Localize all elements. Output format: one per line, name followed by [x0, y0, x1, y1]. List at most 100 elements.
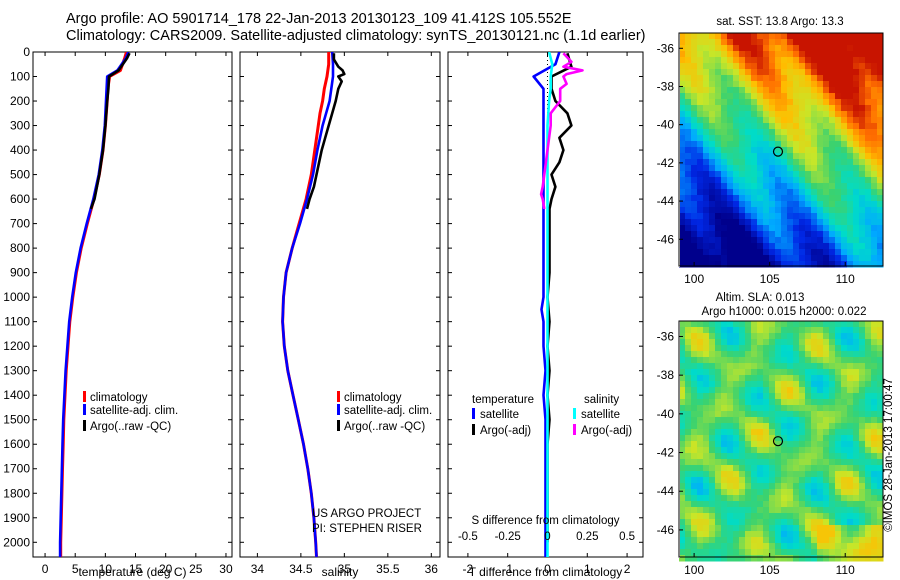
map-cell: [871, 87, 878, 94]
y-tick-label: 1000: [3, 290, 30, 304]
map-cell: [769, 345, 776, 352]
map-cell: [871, 207, 878, 214]
map-cell: [877, 255, 884, 262]
map-cell: [811, 543, 818, 550]
map-cell: [775, 99, 782, 106]
map-cell: [763, 435, 770, 442]
map-cell: [715, 255, 722, 262]
map-cell: [799, 33, 806, 40]
map-cell: [709, 399, 716, 406]
map-cell: [685, 519, 692, 526]
map-cell: [745, 471, 752, 478]
map-cell: [799, 507, 806, 514]
map-cell: [829, 405, 836, 412]
map-cell: [727, 405, 734, 412]
map-cell: [841, 543, 848, 550]
map-cell: [781, 507, 788, 514]
map-cell: [775, 459, 782, 466]
map-cell: [715, 171, 722, 178]
map-cell: [811, 477, 818, 484]
map-cell: [775, 165, 782, 172]
map-cell: [805, 237, 812, 244]
map-cell: [787, 243, 794, 250]
x-axis-label: salinity: [322, 565, 359, 579]
map-cell: [721, 111, 728, 118]
map-cell: [787, 483, 794, 490]
map-cell: [685, 471, 692, 478]
map-cell: [703, 237, 710, 244]
map-cell: [769, 249, 776, 256]
map-cell: [829, 363, 836, 370]
map-cell: [691, 531, 698, 538]
map-cell: [823, 417, 830, 424]
map-cell: [859, 81, 866, 88]
map-cell: [793, 399, 800, 406]
map-cell: [685, 495, 692, 502]
map-cell: [709, 429, 716, 436]
map-cell: [823, 93, 830, 100]
map-cell: [697, 399, 704, 406]
map-cell: [877, 363, 884, 370]
panel-frame: [32, 51, 233, 558]
map-cell: [859, 477, 866, 484]
map-cell: [685, 369, 692, 376]
map-cell: [793, 369, 800, 376]
map-cell: [811, 81, 818, 88]
map-cell: [715, 387, 722, 394]
map-cell: [739, 381, 746, 388]
map-cell: [829, 81, 836, 88]
annotation-pi: PI: STEPHEN RISER: [312, 523, 422, 535]
map-cell: [853, 57, 860, 64]
map-cell: [685, 57, 692, 64]
map-cell: [877, 225, 884, 232]
map-cell: [763, 393, 770, 400]
map-cell: [679, 255, 686, 262]
map-cell: [715, 447, 722, 454]
map-cell: [853, 363, 860, 370]
map-cell: [877, 69, 884, 76]
map-cell: [799, 243, 806, 250]
map-cell: [841, 171, 848, 178]
map-cell: [859, 207, 866, 214]
map-cell: [871, 411, 878, 418]
map-cell: [703, 177, 710, 184]
map-cell: [793, 447, 800, 454]
map-cell: [703, 465, 710, 472]
map-cell: [775, 465, 782, 472]
map-cell: [835, 501, 842, 508]
map-cell: [859, 237, 866, 244]
map-cell: [781, 225, 788, 232]
map-cell: [829, 369, 836, 376]
map-cell: [733, 99, 740, 106]
map-cell: [793, 411, 800, 418]
map-cell: [877, 135, 884, 142]
map-cell: [871, 39, 878, 46]
map-cell: [799, 237, 806, 244]
map-cell: [877, 351, 884, 358]
map-cell: [787, 123, 794, 130]
map-cell: [847, 555, 854, 562]
map-cell: [823, 57, 830, 64]
map-cell: [721, 489, 728, 496]
map-cell: [859, 549, 866, 556]
map-cell: [751, 387, 758, 394]
map-cell: [847, 225, 854, 232]
map-cell: [745, 255, 752, 262]
map-cell: [823, 483, 830, 490]
map-cell: [871, 225, 878, 232]
map-cell: [817, 549, 824, 556]
map-cell: [859, 201, 866, 208]
map-cell: [739, 81, 746, 88]
map-cell: [751, 183, 758, 190]
map-cell: [847, 153, 854, 160]
map-cell: [745, 93, 752, 100]
map-cell: [811, 489, 818, 496]
map-cell: [829, 111, 836, 118]
map-cell: [757, 519, 764, 526]
map-cell: [811, 459, 818, 466]
map-cell: [811, 231, 818, 238]
map-cell: [805, 321, 812, 328]
map-cell: [877, 543, 884, 550]
map-cell: [769, 153, 776, 160]
map-cell: [805, 387, 812, 394]
